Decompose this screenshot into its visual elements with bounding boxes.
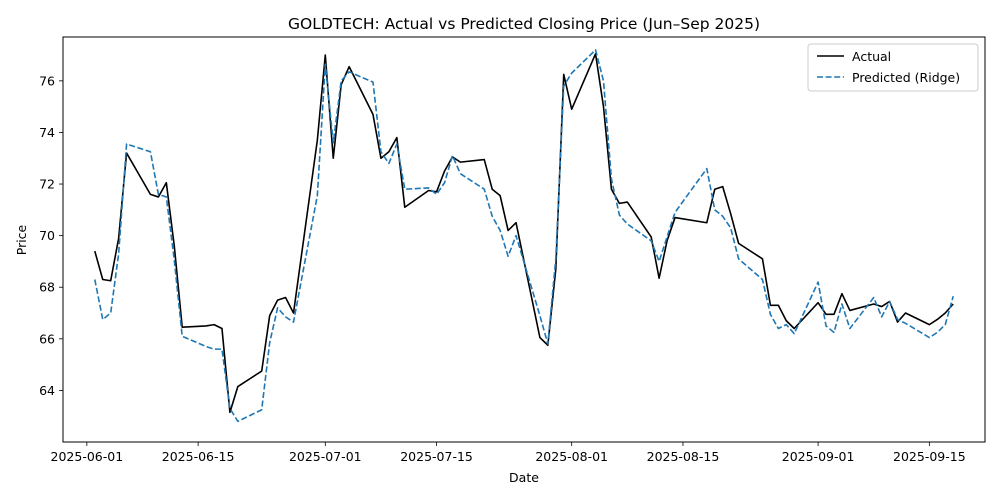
x-tick-label: 2025-08-01 bbox=[535, 449, 608, 464]
x-tick-label: 2025-06-01 bbox=[51, 449, 124, 464]
y-tick-label: 66 bbox=[39, 331, 55, 346]
series-layer bbox=[94, 49, 954, 423]
legend: Actual Predicted (Ridge) bbox=[807, 43, 979, 92]
plot-frame bbox=[62, 36, 986, 443]
x-axis-label: Date bbox=[509, 470, 539, 485]
legend-label-predicted: Predicted (Ridge) bbox=[852, 70, 960, 85]
x-tick-label: 2025-07-15 bbox=[400, 449, 473, 464]
legend-box bbox=[807, 43, 979, 92]
y-tick-label: 64 bbox=[39, 383, 55, 398]
chart-title: GOLDTECH: Actual vs Predicted Closing Pr… bbox=[288, 15, 760, 33]
y-tick-label: 68 bbox=[39, 280, 55, 295]
x-tick-label: 2025-07-01 bbox=[289, 449, 362, 464]
y-tick-label: 72 bbox=[39, 177, 55, 192]
x-axis: 2025-06-01 2025-06-15 2025-07-01 2025-07-15… bbox=[51, 442, 966, 464]
y-tick-label: 70 bbox=[39, 228, 55, 243]
y-tick-label: 74 bbox=[39, 125, 55, 140]
series-line-predicted bbox=[94, 49, 954, 423]
y-axis: 64 66 68 70 72 74 76 bbox=[39, 73, 63, 398]
x-tick-label: 2025-06-15 bbox=[162, 449, 235, 464]
x-tick-label: 2025-08-15 bbox=[647, 449, 720, 464]
legend-label-actual: Actual bbox=[852, 49, 891, 64]
y-axis-label: Price bbox=[14, 224, 29, 255]
x-tick-label: 2025-09-15 bbox=[893, 449, 966, 464]
x-tick-label: 2025-09-01 bbox=[782, 449, 855, 464]
y-tick-label: 76 bbox=[39, 73, 55, 88]
